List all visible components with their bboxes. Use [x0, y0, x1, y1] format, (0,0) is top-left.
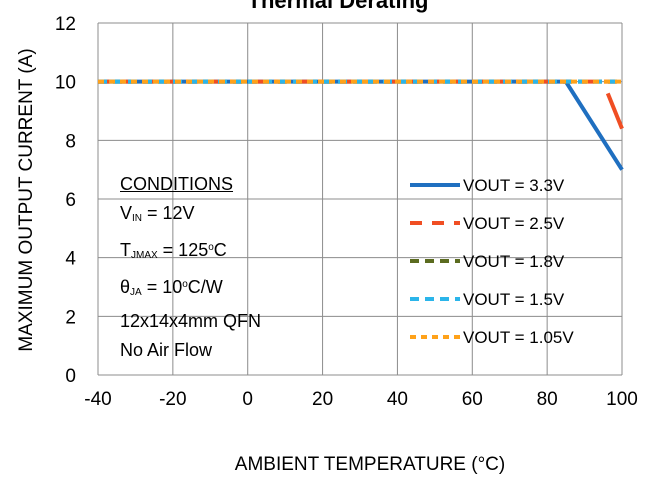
condition-vin: VIN = 12V	[120, 203, 195, 224]
series-lines	[98, 79, 624, 171]
legend-label: VOUT = 1.8V	[463, 252, 565, 271]
condition-package: 12x14x4mm QFN	[120, 311, 262, 331]
x-tick-label: 60	[462, 389, 483, 410]
x-tick-label: 100	[606, 389, 638, 410]
chart-title: Thermal Derating	[248, 0, 429, 13]
y-tick-label: 0	[65, 366, 76, 387]
y-tick-label: 4	[65, 249, 76, 270]
x-tick-label: 40	[387, 389, 408, 410]
y-tick-label: 10	[55, 73, 76, 94]
y-tick-labels: 0 2 4 6 8 10 12	[55, 14, 77, 387]
y-axis-label: MAXIMUM OUTPUT CURRENT (A)	[16, 48, 37, 351]
conditions-box: CONDITIONS VIN = 12V TJMAX = 125oC θJA =…	[120, 170, 261, 365]
series-line-2.5v-tail	[605, 92, 624, 130]
x-axis-label: AMBIENT TEMPERATURE (°C)	[235, 454, 505, 475]
x-tick-label: 80	[537, 389, 558, 410]
y-tick-label: 8	[65, 131, 76, 152]
condition-tjmax: TJMAX = 125oC	[120, 240, 227, 261]
y-tick-label: 2	[65, 307, 76, 328]
legend-label: VOUT = 1.5V	[463, 290, 565, 309]
condition-airflow: No Air Flow	[120, 340, 213, 360]
y-tick-label: 12	[55, 14, 76, 35]
x-tick-labels: -40 -20 0 20 40 60 80 100	[84, 389, 638, 410]
series-line	[98, 79, 624, 171]
legend-label: VOUT = 2.5V	[463, 214, 565, 233]
x-tick-label: -40	[84, 389, 111, 410]
legend-label: VOUT = 1.05V	[463, 328, 574, 347]
x-tick-label: 0	[242, 389, 253, 410]
condition-theta: θJA = 10oC/W	[120, 277, 223, 298]
x-tick-label: -20	[159, 389, 186, 410]
x-tick-label: 20	[312, 389, 333, 410]
conditions-header: CONDITIONS	[120, 174, 234, 194]
y-tick-label: 6	[65, 190, 76, 211]
legend-label: VOUT = 3.3V	[463, 176, 565, 195]
legend: VOUT = 3.3V VOUT = 2.5V VOUT = 1.8V VOUT = …	[410, 176, 574, 347]
